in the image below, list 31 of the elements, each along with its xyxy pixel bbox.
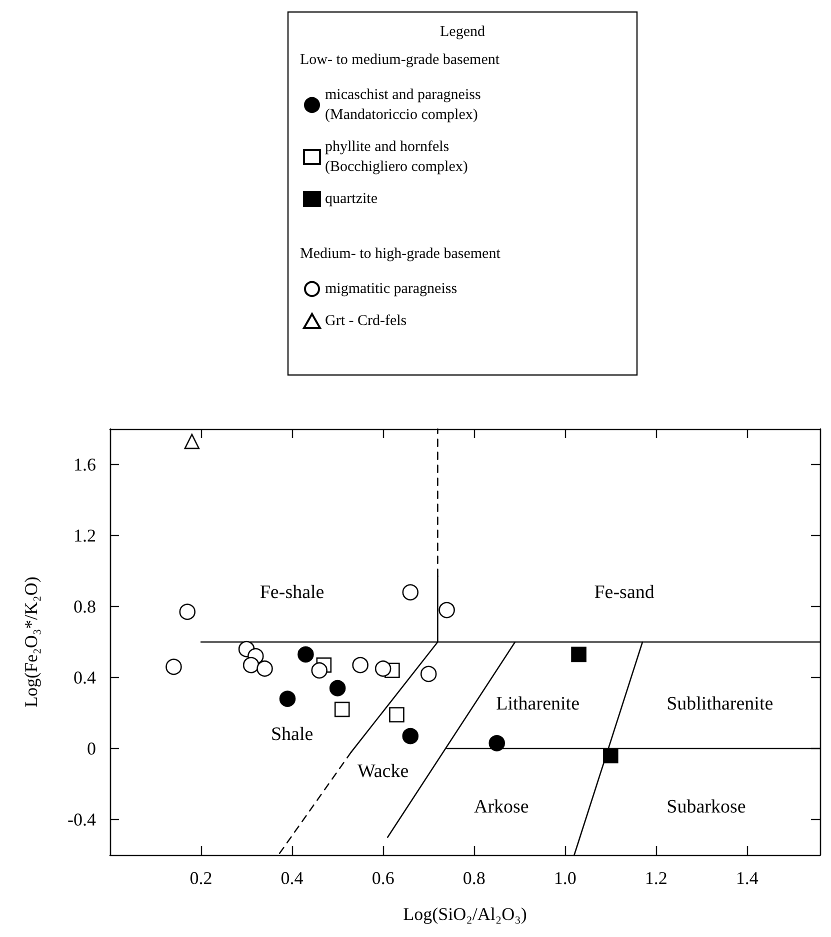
y-tick-label: -0.4 (68, 810, 96, 830)
legend-title: Legend (440, 24, 486, 40)
y-tick-label: 0.8 (74, 596, 96, 616)
y-tick-label: 1.6 (74, 454, 96, 474)
y-tick-label: 0 (87, 738, 96, 758)
legend-label: quartzite (325, 191, 378, 207)
x-tick-label: 1.0 (554, 868, 576, 888)
annotation: Subarkose (666, 796, 746, 818)
text: Medium- to high-grade basement (300, 246, 502, 262)
annotation: Sublitharenite (666, 694, 774, 715)
y-tick-label: 0.4 (74, 668, 96, 688)
x-tick-label: 0.8 (462, 868, 486, 888)
x-tick-label: 1.2 (644, 868, 668, 888)
annotation: Wacke (357, 761, 409, 782)
legend-label: phyllite and hornfels (Bocchigliero complex) (325, 139, 468, 175)
annotation: Arkose (474, 796, 529, 818)
legend-label: migmatitic paragneiss (325, 281, 458, 297)
x-tick-label: 0.4 (280, 868, 304, 888)
annotation: Litharenite (496, 694, 580, 715)
legend-label: micaschist and paragneiss (Mandatoriccio complex) (325, 87, 481, 123)
y-tick-label: 1.2 (74, 526, 96, 546)
annotation: Fe-sand (594, 582, 655, 603)
annotation: Shale (270, 724, 314, 745)
text: Low- to medium-grade basement (300, 52, 500, 68)
x-tick-label: 0.2 (190, 868, 212, 888)
y-axis-title: Log(Fe₂O₃*/K₂O) (21, 576, 41, 708)
x-tick-label: 0.6 (372, 868, 394, 888)
annotation: Fe-shale (260, 582, 324, 603)
legend-label: Grt - Crd-fels (325, 313, 407, 329)
x-tick-label: 1.4 (736, 868, 758, 888)
x-axis-title: Log(SiO₂/Al₂O₃) (403, 904, 527, 924)
